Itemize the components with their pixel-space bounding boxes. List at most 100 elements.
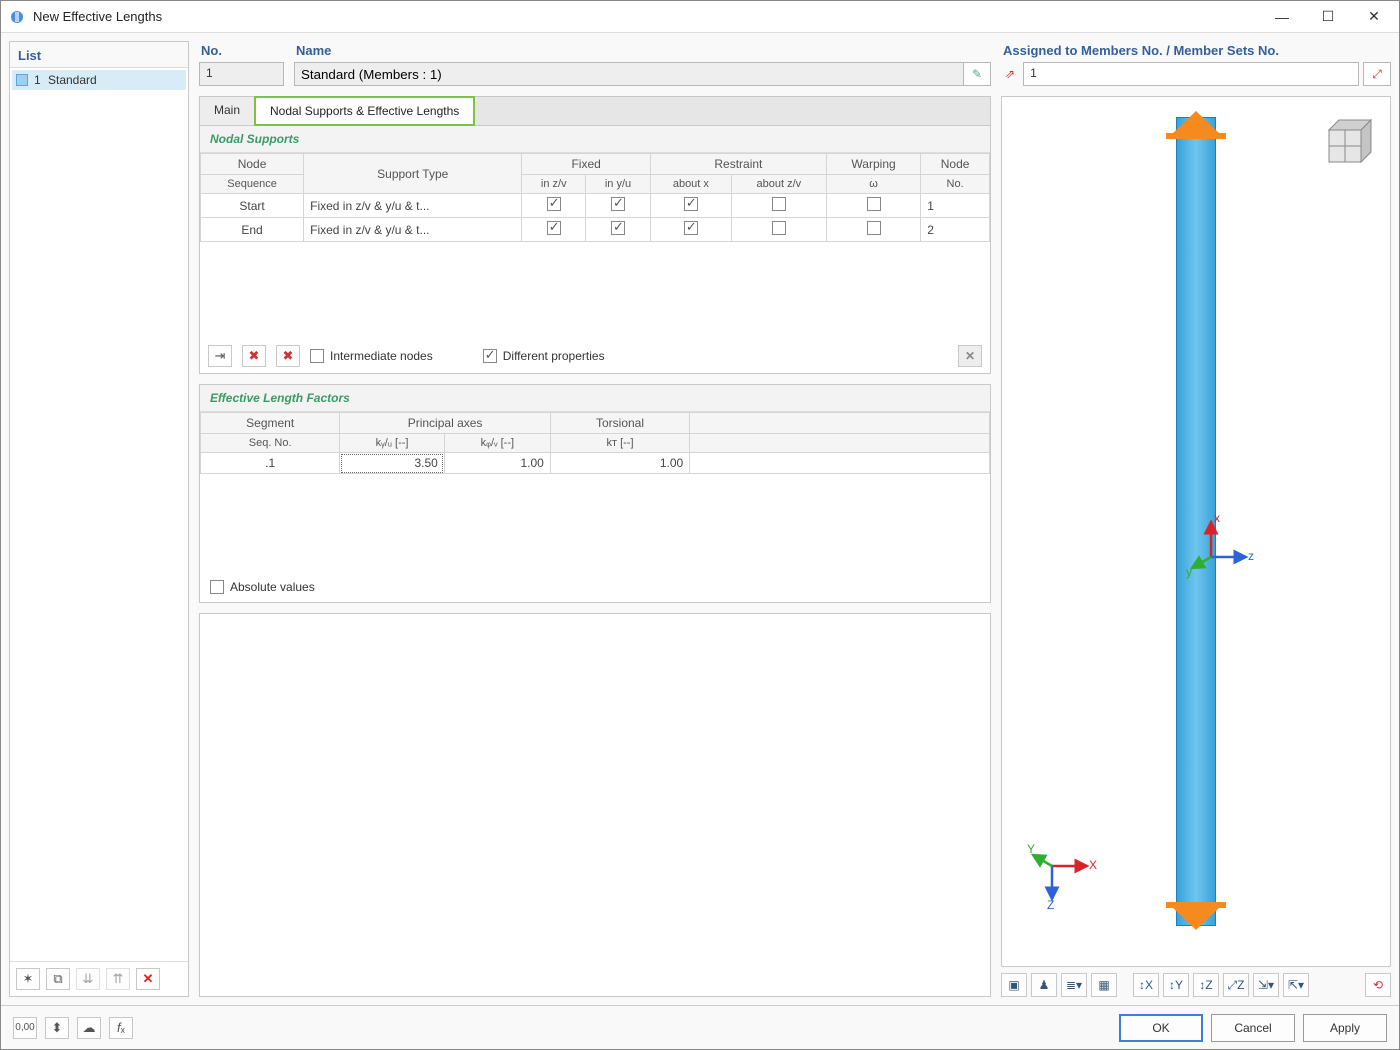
checkbox[interactable] — [547, 221, 561, 235]
supports-toolbar: ⇥ ✖ ✖ Intermediate nodes Different prope… — [208, 345, 982, 367]
units-button[interactable]: ⬍ — [45, 1017, 69, 1039]
th-zv: in z/v — [522, 175, 586, 194]
th-kyu: kᵧ/ᵤ [--] — [340, 434, 445, 453]
tab-supports[interactable]: Nodal Supports & Effective Lengths — [254, 96, 475, 126]
support-top-icon — [1161, 105, 1231, 141]
checkbox[interactable] — [611, 221, 625, 235]
checkbox[interactable] — [684, 221, 698, 235]
list-toolbar: ✶ ⧉ ⇊ ⇈ ✕ — [10, 961, 188, 996]
svg-text:Y: Y — [1027, 842, 1035, 856]
th-no: No. — [921, 175, 990, 194]
function-button[interactable]: fₓ — [109, 1017, 133, 1039]
content-area: List 1 Standard ✶ ⧉ ⇊ ⇈ ✕ No. 1 — [1, 33, 1399, 1005]
th-aboutzv: about z/v — [731, 175, 826, 194]
apply-button[interactable]: Apply — [1303, 1014, 1387, 1042]
bottom-bar: 0,00 ⬍ ☁ fₓ OK Cancel Apply — [1, 1005, 1399, 1049]
th-nodeno: Node — [921, 154, 990, 175]
name-edit-button[interactable]: ✎ — [963, 62, 991, 86]
absolute-values-checkbox[interactable] — [210, 580, 224, 594]
different-properties-checkbox[interactable] — [483, 349, 497, 363]
view-cube-icon[interactable] — [1311, 112, 1375, 176]
absolute-values-label: Absolute values — [230, 580, 315, 594]
th-fixed: Fixed — [522, 154, 651, 175]
tab-strip: Main Nodal Supports & Effective Lengths — [199, 96, 991, 126]
th-principal: Principal axes — [340, 413, 551, 434]
svg-text:y: y — [1186, 565, 1192, 579]
view-option-button[interactable]: ♟ — [1031, 973, 1057, 997]
supports-remove-button[interactable]: ✖ — [242, 345, 266, 367]
paste-item-button[interactable]: ⇊ — [76, 968, 100, 990]
svg-text:X: X — [1089, 858, 1097, 872]
checkbox[interactable] — [867, 197, 881, 211]
th-restraint: Restraint — [650, 154, 826, 175]
view-toolbar: ▣ ♟ ≣▾ ▦ ↕X ↕Y ↕Z ⤢Z ⇲▾ ⇱▾ ⟲ — [1001, 967, 1391, 997]
view-more2-button[interactable]: ⇱▾ — [1283, 973, 1309, 997]
name-input[interactable] — [294, 62, 963, 86]
titlebar: New Effective Lengths ― ☐ ✕ — [1, 1, 1399, 33]
view-z-button[interactable]: ↕Z — [1193, 973, 1219, 997]
no-label: No. — [199, 41, 284, 62]
preview-viewport[interactable]: x z y X Z Y — [1001, 96, 1391, 967]
supports-table-wrap: Node Support Type Fixed Restraint Warpin… — [200, 153, 990, 373]
no-input[interactable]: 1 — [199, 62, 284, 86]
cancel-button[interactable]: Cancel — [1211, 1014, 1295, 1042]
different-properties-check[interactable]: Different properties — [483, 349, 605, 363]
nodal-supports-title: Nodal Supports — [200, 126, 990, 153]
view-y-button[interactable]: ↕Y — [1163, 973, 1189, 997]
th-kt: kᴛ [--] — [550, 434, 689, 453]
maximize-button[interactable]: ☐ — [1305, 2, 1351, 32]
assigned-input[interactable]: 1 — [1023, 62, 1359, 86]
view-x-button[interactable]: ↕X — [1133, 973, 1159, 997]
svg-text:z: z — [1248, 549, 1254, 563]
assigned-input-row: ⇗ 1 ⤢ — [1001, 62, 1391, 86]
view-render-button[interactable]: ▣ — [1001, 973, 1027, 997]
th-warping: Warping — [826, 154, 920, 175]
paste2-item-button[interactable]: ⇈ — [106, 968, 130, 990]
decimals-button[interactable]: 0,00 — [13, 1017, 37, 1039]
intermediate-nodes-checkbox[interactable] — [310, 349, 324, 363]
th-segment: Segment — [201, 413, 340, 434]
window-title: New Effective Lengths — [33, 9, 1259, 24]
minimize-button[interactable]: ― — [1259, 2, 1305, 32]
name-label: Name — [294, 41, 991, 62]
member-icon: ⇗ — [1005, 67, 1015, 81]
table-row[interactable]: StartFixed in z/v & y/u & t...1 — [201, 194, 990, 218]
dialog-window: New Effective Lengths ― ☐ ✕ List 1 Stand… — [0, 0, 1400, 1050]
intermediate-nodes-check[interactable]: Intermediate nodes — [310, 349, 433, 363]
ok-button[interactable]: OK — [1119, 1014, 1203, 1042]
table-row[interactable]: .13.501.001.00 — [201, 453, 990, 474]
th-aboutx: about x — [650, 175, 731, 194]
checkbox[interactable] — [611, 197, 625, 211]
help-button[interactable]: ☁ — [77, 1017, 101, 1039]
view-color-button[interactable]: ▦ — [1091, 973, 1117, 997]
view-reset-button[interactable]: ⟲ — [1365, 973, 1391, 997]
pick-members-button[interactable]: ⤢ — [1363, 62, 1391, 86]
view-more1-button[interactable]: ⇲▾ — [1253, 973, 1279, 997]
close-button[interactable]: ✕ — [1351, 2, 1397, 32]
delete-item-button[interactable]: ✕ — [136, 968, 160, 990]
view-layers-button[interactable]: ≣▾ — [1061, 973, 1087, 997]
table-row[interactable]: EndFixed in z/v & y/u & t...2 — [201, 218, 990, 242]
th-torsional: Torsional — [550, 413, 689, 434]
checkbox[interactable] — [547, 197, 561, 211]
view-iso-button[interactable]: ⤢Z — [1223, 973, 1249, 997]
checkbox[interactable] — [684, 197, 698, 211]
checkbox[interactable] — [772, 197, 786, 211]
supports-clear-button[interactable]: ✕ — [958, 345, 982, 367]
th-node: Node — [201, 154, 304, 175]
supports-table: Node Support Type Fixed Restraint Warpin… — [200, 153, 990, 242]
supports-remove2-button[interactable]: ✖ — [276, 345, 300, 367]
absolute-values-check[interactable]: Absolute values — [210, 580, 315, 594]
new-item-button[interactable]: ✶ — [16, 968, 40, 990]
supports-assign-button[interactable]: ⇥ — [208, 345, 232, 367]
assigned-field-group: Assigned to Members No. / Member Sets No… — [1001, 41, 1391, 86]
checkbox[interactable] — [772, 221, 786, 235]
list-header: List — [10, 42, 188, 68]
intermediate-nodes-label: Intermediate nodes — [330, 349, 433, 363]
no-field-group: No. 1 — [199, 41, 284, 86]
tab-main[interactable]: Main — [200, 97, 255, 125]
copy-item-button[interactable]: ⧉ — [46, 968, 70, 990]
checkbox[interactable] — [867, 221, 881, 235]
list-item[interactable]: 1 Standard — [12, 70, 186, 90]
name-input-wrap: ✎ — [294, 62, 991, 86]
